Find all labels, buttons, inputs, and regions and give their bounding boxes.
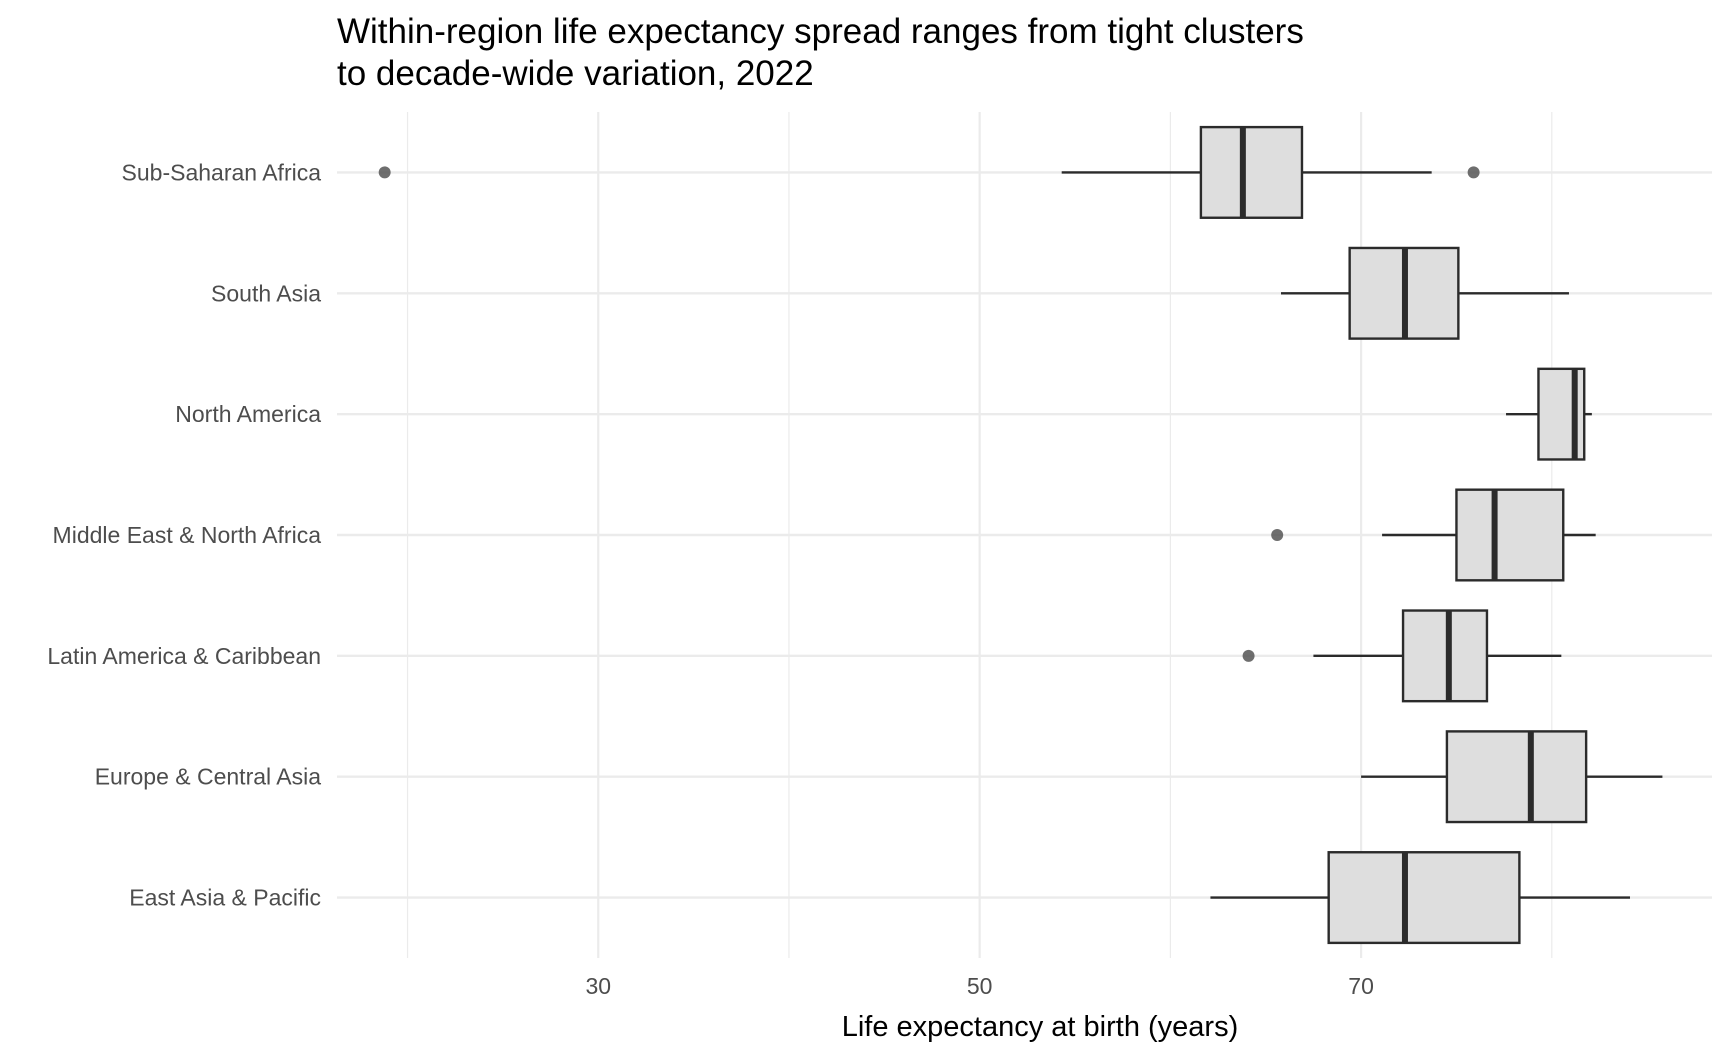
category-label: Middle East & North Africa (53, 522, 322, 548)
category-labels: Sub-Saharan Africa South Asia North Americ… (47, 159, 321, 910)
box-group (1210, 851, 1630, 945)
category-label: East Asia & Pacific (129, 885, 321, 911)
boxes (378, 125, 1663, 945)
x-tick-labels: 30 50 70 (585, 973, 1373, 999)
iqr-box (1455, 488, 1565, 582)
x-axis-title: Life expectancy at birth (years) (842, 1011, 1239, 1043)
category-label: Latin America & Caribbean (47, 643, 321, 669)
iqr-box (1401, 609, 1489, 703)
box-group (1281, 246, 1569, 340)
category-label: Europe & Central Asia (95, 764, 322, 790)
iqr-box (1199, 125, 1304, 219)
outlier-point (378, 166, 391, 179)
box-group (378, 125, 1480, 219)
x-tick-label: 70 (1348, 973, 1374, 999)
category-label: Sub-Saharan Africa (122, 159, 322, 185)
chart-title-line-1: Within-region life expectancy spread ran… (337, 12, 1304, 51)
iqr-box (1327, 851, 1521, 945)
outlier-point (1271, 529, 1284, 541)
category-label: North America (175, 401, 321, 427)
chart-title-line-2: to decade-wide variation, 2022 (337, 54, 814, 93)
box-group (1271, 488, 1596, 582)
box-group (1506, 367, 1592, 461)
box-group (1361, 730, 1663, 824)
iqr-box (1445, 730, 1588, 824)
x-tick-label: 30 (585, 973, 611, 999)
category-label: South Asia (211, 280, 321, 306)
outlier-point (1242, 649, 1255, 662)
outlier-point (1467, 166, 1480, 179)
x-tick-label: 50 (967, 973, 993, 999)
box-group (1242, 609, 1562, 703)
